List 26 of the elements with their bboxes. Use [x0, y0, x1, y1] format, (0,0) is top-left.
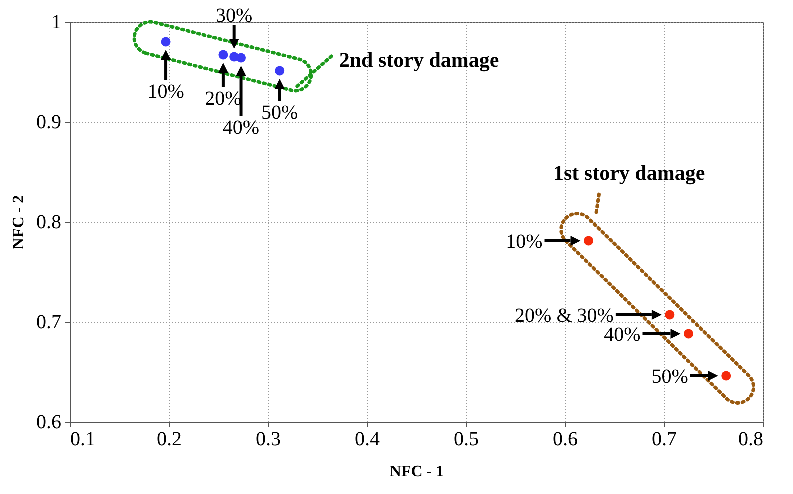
annotation: 40%: [604, 324, 641, 346]
x-tick-label: 0.8: [738, 428, 764, 450]
annotation: 40%: [222, 117, 260, 139]
annotation: 30%: [216, 5, 253, 27]
y-tick-label: 0.9: [36, 112, 62, 134]
y-tick-label: 0.6: [36, 412, 62, 434]
annotation: 2nd story damage: [339, 48, 500, 72]
x-tick-label: 0.3: [256, 428, 281, 450]
x-tick-label: 0.2: [157, 428, 182, 450]
annotation: 20% & 30%: [515, 305, 614, 327]
x-tick-label: 0.4: [355, 428, 380, 450]
y-tick-label: 0.8: [36, 212, 62, 234]
x-tick-label: 0.7: [652, 428, 677, 450]
y-tick-label: 1: [52, 12, 62, 34]
x-tick-label: 0.5: [454, 428, 479, 450]
annotation: 1st story damage: [554, 160, 706, 185]
x-tick-label: 0.6: [553, 428, 578, 450]
y-tick-label: 0.7: [36, 312, 62, 334]
annotation: 10%: [148, 81, 184, 103]
x-axis-title: NFC - 1: [390, 464, 444, 480]
x-tick-label: 0.1: [70, 428, 96, 450]
annotation: 50%: [262, 102, 298, 124]
annotation: 20%: [205, 88, 242, 110]
y-axis-title: NFC - 2: [10, 195, 28, 250]
annotation: 50%: [652, 366, 688, 388]
annotation: 10%: [506, 231, 543, 253]
